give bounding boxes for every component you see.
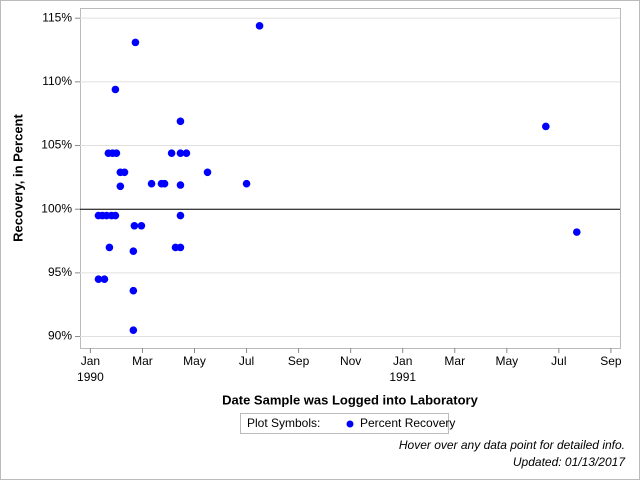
x-tick-label: May bbox=[495, 354, 518, 368]
x-tick-label: Jan bbox=[81, 354, 100, 368]
x-year-label: 1991 bbox=[389, 370, 416, 384]
data-point[interactable] bbox=[116, 182, 125, 191]
data-point[interactable] bbox=[111, 85, 120, 94]
legend-box bbox=[240, 413, 449, 434]
footnote: Updated: 01/13/2017 bbox=[513, 455, 626, 469]
x-tick-label: Jul bbox=[551, 354, 566, 368]
x-tick-label: Mar bbox=[132, 354, 153, 368]
legend-marker bbox=[346, 420, 354, 428]
x-year-label: 1990 bbox=[77, 370, 104, 384]
y-tick-label: 95% bbox=[48, 265, 72, 279]
data-point[interactable] bbox=[573, 228, 581, 236]
data-point[interactable] bbox=[131, 38, 140, 47]
data-point[interactable] bbox=[111, 211, 120, 220]
data-point[interactable] bbox=[105, 243, 114, 252]
footnote: Hover over any data point for detailed i… bbox=[399, 438, 625, 452]
data-point[interactable] bbox=[137, 221, 146, 230]
y-tick-label: 90% bbox=[48, 329, 72, 343]
data-point[interactable] bbox=[176, 211, 185, 220]
legend-title: Plot Symbols: bbox=[247, 416, 320, 430]
data-point[interactable] bbox=[94, 275, 103, 284]
data-point[interactable] bbox=[147, 179, 156, 188]
data-point[interactable] bbox=[130, 221, 139, 230]
data-point[interactable] bbox=[176, 181, 185, 189]
legend-label: Percent Recovery bbox=[360, 416, 455, 430]
y-tick-label: 105% bbox=[41, 138, 72, 152]
data-point[interactable] bbox=[176, 149, 185, 157]
x-axis-label: Date Sample was Logged into Laboratory bbox=[222, 392, 478, 407]
data-point[interactable] bbox=[176, 117, 185, 126]
x-tick-label: Mar bbox=[444, 354, 465, 368]
data-point[interactable] bbox=[255, 22, 264, 30]
x-tick-label: May bbox=[183, 354, 206, 368]
y-tick-label: 110% bbox=[42, 74, 72, 88]
x-tick-label: Jul bbox=[239, 354, 254, 368]
data-point[interactable] bbox=[203, 168, 212, 177]
data-point[interactable] bbox=[129, 247, 138, 256]
data-point[interactable] bbox=[100, 275, 109, 284]
data-point[interactable] bbox=[542, 122, 550, 131]
data-point[interactable] bbox=[242, 179, 251, 188]
y-tick-label: 100% bbox=[41, 201, 72, 215]
y-tick-label: 115% bbox=[42, 10, 72, 24]
data-point[interactable] bbox=[120, 168, 129, 177]
x-tick-label: Jan bbox=[393, 354, 412, 368]
data-point[interactable] bbox=[129, 326, 138, 334]
data-point[interactable] bbox=[182, 149, 191, 157]
data-point[interactable] bbox=[112, 149, 121, 157]
data-point[interactable] bbox=[176, 243, 185, 252]
data-point[interactable] bbox=[160, 179, 169, 188]
data-point[interactable] bbox=[129, 286, 138, 295]
x-tick-label: Sep bbox=[288, 354, 310, 368]
x-tick-label: Sep bbox=[600, 354, 622, 368]
y-axis-label: Recovery, in Percent bbox=[10, 114, 25, 242]
x-tick-label: Nov bbox=[340, 354, 361, 368]
data-point[interactable] bbox=[167, 149, 176, 157]
